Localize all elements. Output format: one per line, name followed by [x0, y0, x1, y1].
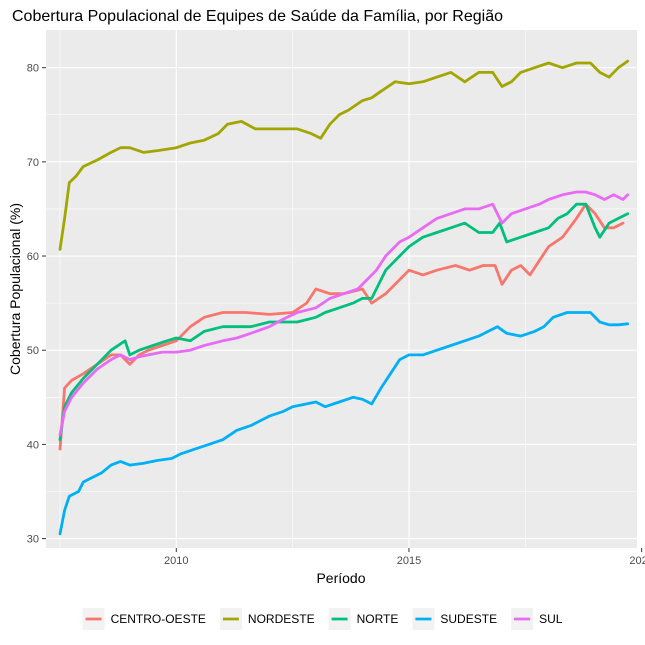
- x-tick-label-2020: 2020: [629, 555, 645, 567]
- legend: CENTRO-OESTE NORDESTE NORTE SUDESTE SUL: [82, 608, 563, 630]
- y-tick-label-70: 70: [27, 157, 39, 169]
- grid-minor: [46, 30, 637, 548]
- y-tick-label-60: 60: [27, 251, 39, 263]
- y-tick-label-30: 30: [27, 534, 39, 546]
- series-lines: [58, 59, 630, 536]
- series-line-norte: [58, 202, 630, 442]
- series-line-sudeste: [58, 311, 630, 536]
- x-axis: 2010 2015 2020: [164, 548, 645, 567]
- x-axis-title: Período: [316, 570, 365, 586]
- y-axis-title: Cobertura Populacional (%): [7, 203, 23, 375]
- x-tick-label-2010: 2010: [164, 555, 188, 567]
- y-tick-label-80: 80: [27, 63, 39, 75]
- y-tick-label-40: 40: [27, 439, 39, 451]
- chart-title: Cobertura Populacional de Equipes de Saú…: [12, 8, 503, 25]
- series-line-sul: [58, 190, 630, 437]
- grid-major: [46, 30, 643, 548]
- plot-panel: [46, 30, 637, 548]
- legend-label-norte: NORTE: [357, 612, 399, 626]
- legend-label-nordeste: NORDESTE: [248, 612, 315, 626]
- legend-label-sudeste: SUDESTE: [440, 612, 497, 626]
- x-tick-label-2015: 2015: [397, 555, 421, 567]
- y-tick-label-50: 50: [27, 345, 39, 357]
- legend-label-centro-oeste: CENTRO-OESTE: [111, 612, 206, 626]
- y-axis: 30 40 50 60 70 80: [27, 63, 46, 546]
- legend-label-sul: SUL: [539, 612, 563, 626]
- series-line-nordeste: [58, 59, 630, 251]
